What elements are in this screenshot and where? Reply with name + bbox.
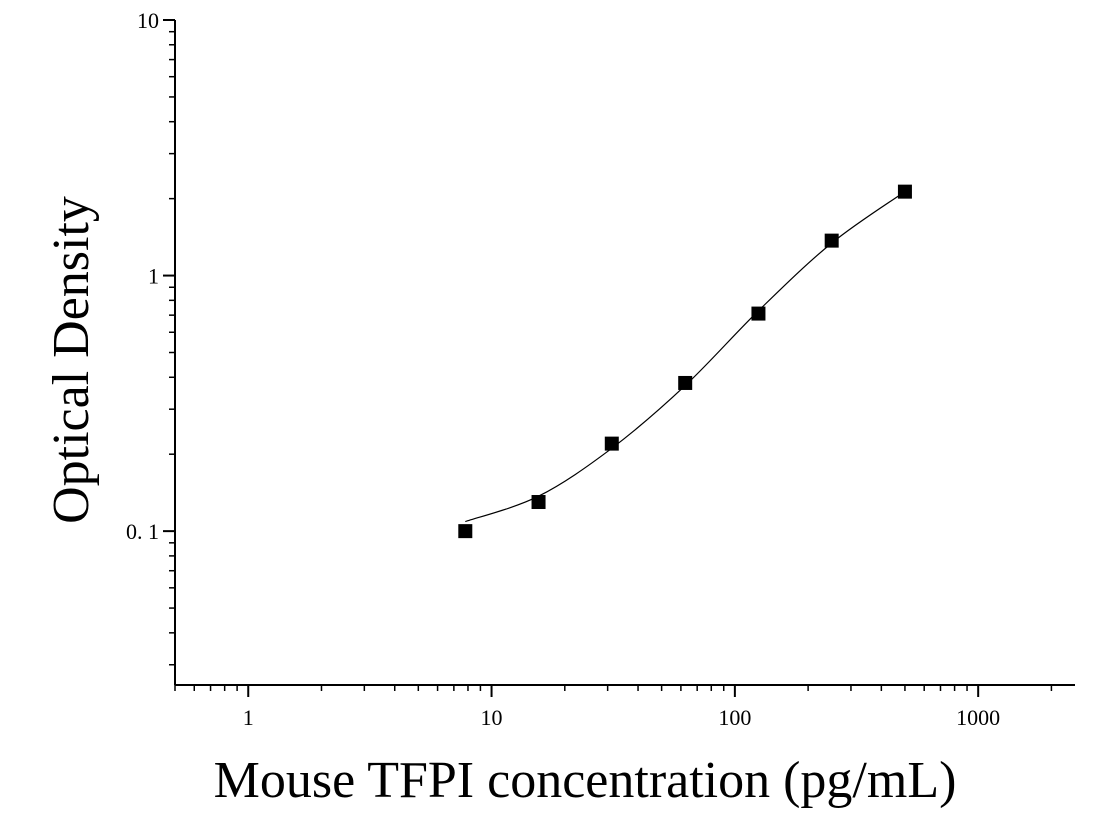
plot-area: 0. 1 1 10 1 10 100 1000 — [126, 8, 1075, 730]
data-point-marker — [824, 233, 839, 248]
x-tick-label: 100 — [718, 705, 751, 730]
y-axis-tick-labels: 0. 1 1 10 — [126, 8, 159, 544]
x-tick-label: 1000 — [956, 705, 1000, 730]
x-axis-title: Mouse TFPI concentration (pg/mL) — [214, 752, 957, 809]
y-axis-title: Optical Density — [43, 196, 100, 524]
x-axis-ticks — [174, 685, 1053, 697]
fitted-curve — [465, 191, 906, 523]
data-point-marker — [531, 495, 546, 510]
data-point-marker — [678, 375, 693, 390]
x-axis-tick-labels: 1 10 100 1000 — [243, 705, 1000, 730]
y-tick-label: 0. 1 — [126, 519, 159, 544]
data-point-marker — [604, 436, 619, 451]
y-tick-label: 1 — [148, 264, 159, 289]
y-tick-label: 10 — [137, 8, 159, 33]
x-tick-label: 1 — [243, 705, 254, 730]
data-point-marker — [897, 184, 912, 199]
data-point-marker — [458, 524, 473, 539]
y-axis-ticks — [163, 19, 175, 666]
data-point-marker — [751, 306, 766, 321]
data-points — [458, 184, 912, 539]
x-tick-label: 10 — [481, 705, 503, 730]
